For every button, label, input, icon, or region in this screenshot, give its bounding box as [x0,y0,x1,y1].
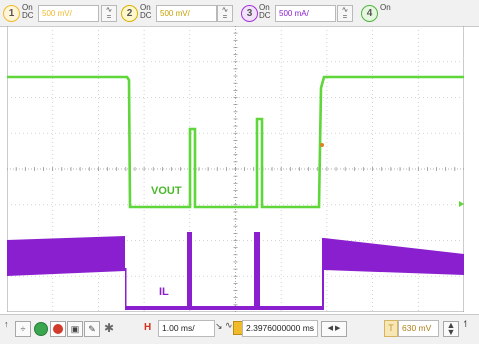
trigger-level-field[interactable]: 630 mV [398,320,439,337]
channel-4-badge[interactable]: 4 [361,5,378,22]
channel-2-state[interactable]: On DC [140,3,152,20]
bottom-toolbar: ↑ ÷ ▣ ✎ ✱ H 1.00 ms/ ↘ ∿ 2.3976000000 ms… [0,314,479,344]
run-icon[interactable] [34,322,48,336]
il-label: IL [159,286,169,298]
channel-toolbar: 1 On DC 500 mV/ ∿ = 2 On DC 500 mV/ ∿ = 3 On… [0,0,479,27]
channel-1-state[interactable]: On DC [22,3,34,20]
waveform-display[interactable]: VOUT IL [7,26,464,312]
stop-icon[interactable] [50,321,66,337]
delay-position-field[interactable]: 2.3976000000 ms [242,320,318,337]
channel-2-control[interactable]: 2 On DC 500 mV/ ∿ = [120,3,240,23]
channel-3-scale[interactable]: 500 mA/ [275,5,336,22]
channel-1-badge[interactable]: 1 [3,5,20,22]
cursor-icon[interactable]: ↘ [215,321,223,331]
il-trace [7,232,464,310]
single-icon[interactable]: ▣ [67,321,83,337]
graticule-center-ticks [7,26,464,312]
channel-3-state[interactable]: On DC [259,3,271,20]
timebase-field[interactable]: 1.00 ms/ [158,320,215,337]
trigger-point-marker [320,143,324,147]
channel-1-control[interactable]: 1 On DC 500 mV/ ∿ = [2,3,122,23]
math-icon[interactable]: ÷ [15,321,31,337]
vout-trace [7,75,464,209]
channel-4-control[interactable]: 4 On [360,3,430,23]
trigger-arrow-icon[interactable]: ↑ [4,319,9,329]
trigger-slope-icon[interactable]: ↿ [462,319,470,329]
nav-arrows-icon[interactable]: ◀ ▶ [321,321,347,337]
channel-1-invert-icon[interactable]: ∿ = [101,5,117,22]
timebase-icon: H [144,322,152,333]
channel-3-invert-icon[interactable]: ∿ = [337,5,353,22]
eraser-icon[interactable]: ✎ [84,321,100,337]
channel-marker-right-2-icon[interactable] [459,259,464,265]
vout-label: VOUT [151,185,182,197]
channel-3-control[interactable]: 3 On DC 500 mA/ ∿ = [240,3,360,23]
channel-marker-right-icon[interactable] [459,201,464,207]
channel-1-scale[interactable]: 500 mV/ [38,5,99,22]
channel-2-badge[interactable]: 2 [121,5,138,22]
settings-gear-icon[interactable]: ✱ [104,321,115,335]
channel-4-state[interactable]: On [380,3,391,12]
trigger-level-icon: T [384,320,398,337]
trigger-level-stepper-icon[interactable]: ▲ ▼ [443,321,459,337]
waveform-shape-icon[interactable]: ∿ [225,320,233,330]
channel-2-invert-icon[interactable]: ∿ = [217,5,233,22]
channel-2-scale[interactable]: 500 mV/ [156,5,217,22]
channel-3-badge[interactable]: 3 [241,5,258,22]
